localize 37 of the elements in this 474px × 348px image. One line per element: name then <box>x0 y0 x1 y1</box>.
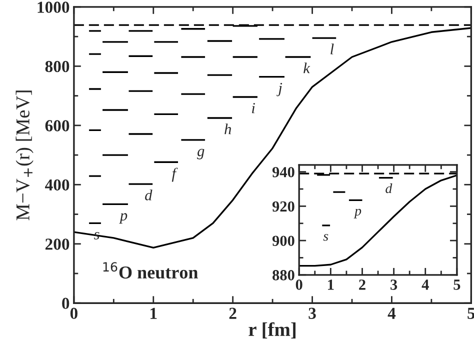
series-label: s <box>323 234 328 241</box>
x-tick-label: 4 <box>422 280 429 290</box>
y-tick-label: 920 <box>272 201 294 212</box>
y-tick-label: 800 <box>45 60 70 72</box>
y-tick-label: 940 <box>272 166 294 178</box>
x-tick-label: 0 <box>70 308 78 320</box>
annotation: $^{16}$O neutron <box>103 262 198 279</box>
series-label: f <box>172 168 178 182</box>
series-label: p <box>119 213 128 224</box>
x-tick-label: 2 <box>229 308 236 319</box>
series-label: d <box>386 183 392 194</box>
x-tick-label: 1 <box>150 308 157 319</box>
y-tick-label: 200 <box>45 238 70 250</box>
x-tick-label: 4 <box>388 308 396 319</box>
series-label: l <box>330 44 334 54</box>
series-label: i <box>252 103 255 114</box>
line-series <box>74 27 472 249</box>
x-tick-label: 5 <box>454 280 460 290</box>
y-tick-label: 900 <box>272 236 294 246</box>
y-tick-label: 1000 <box>38 2 70 13</box>
series-label: p <box>354 208 362 218</box>
y-tick-label: 880 <box>272 270 294 280</box>
x-tick-label: 0 <box>296 280 302 290</box>
x-tick-label: 3 <box>390 280 398 290</box>
y-tick-label: 0 <box>62 298 70 310</box>
x-tick-label: 1 <box>328 280 334 290</box>
x-axis-title: r [fm] <box>248 322 296 338</box>
y-tick-label: 400 <box>45 179 70 191</box>
y-tick-label: 600 <box>45 120 70 132</box>
series-label: h <box>224 124 232 134</box>
series-label: k <box>304 62 310 74</box>
x-tick-label: 3 <box>308 308 316 320</box>
series-label: d <box>145 190 152 200</box>
x-tick-label: 2 <box>359 280 366 290</box>
y-axis-title: M−V$_{+}$(r) [MeV] <box>16 90 34 220</box>
series-label: g <box>197 148 204 160</box>
series-label: j <box>276 82 282 96</box>
